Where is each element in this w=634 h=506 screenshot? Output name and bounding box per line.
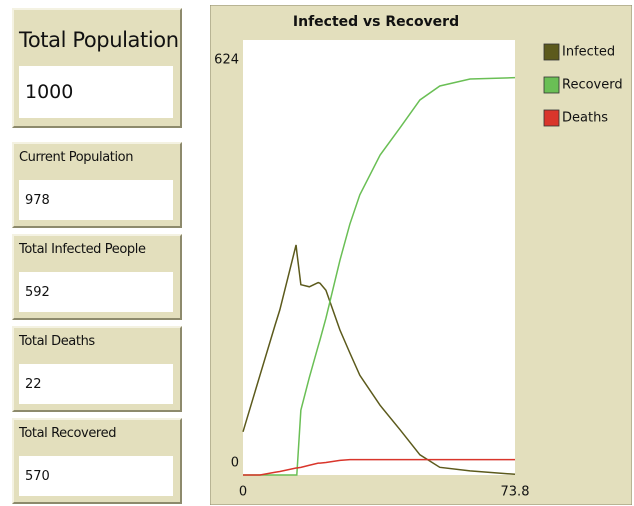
monitor-label: Total Infected People	[19, 242, 146, 257]
monitor-value: 22	[19, 364, 173, 404]
legend-label: Infected	[562, 45, 615, 60]
series-line	[242, 244, 516, 476]
plot-area	[243, 40, 515, 475]
x-tick-label: 73.8	[501, 485, 530, 500]
chart-title: Infected vs Recoverd	[293, 14, 459, 30]
legend-label: Deaths	[562, 111, 608, 126]
legend-swatch	[543, 109, 560, 127]
plot: Infected vs Recoverd 0 624 0 73.8 Infected Re…	[210, 5, 632, 505]
monitor: Current Population 978	[12, 142, 182, 228]
legend-swatch	[543, 76, 560, 94]
monitor-value: 570	[19, 456, 173, 496]
monitor-value: 1000	[19, 66, 173, 118]
legend-label: Recoverd	[562, 78, 623, 93]
monitor-value: 978	[19, 180, 173, 220]
series-line	[243, 458, 515, 476]
monitor-value: 592	[19, 272, 173, 312]
monitor: Total Infected People 592	[12, 234, 182, 320]
monitor-label: Total Population	[19, 28, 179, 52]
monitor: Total Recovered 570	[12, 418, 182, 504]
monitor: Total Population 1000	[12, 8, 182, 128]
y-tick-label: 0	[231, 456, 239, 471]
y-tick-label: 624	[214, 53, 239, 68]
legend-swatch	[543, 43, 560, 61]
series-line	[243, 76, 516, 476]
monitor-label: Current Population	[19, 150, 134, 165]
monitor-label: Total Recovered	[19, 426, 117, 441]
monitor-label: Total Deaths	[19, 334, 95, 349]
monitor: Total Deaths 22	[12, 326, 182, 412]
x-tick-label: 0	[239, 485, 247, 500]
